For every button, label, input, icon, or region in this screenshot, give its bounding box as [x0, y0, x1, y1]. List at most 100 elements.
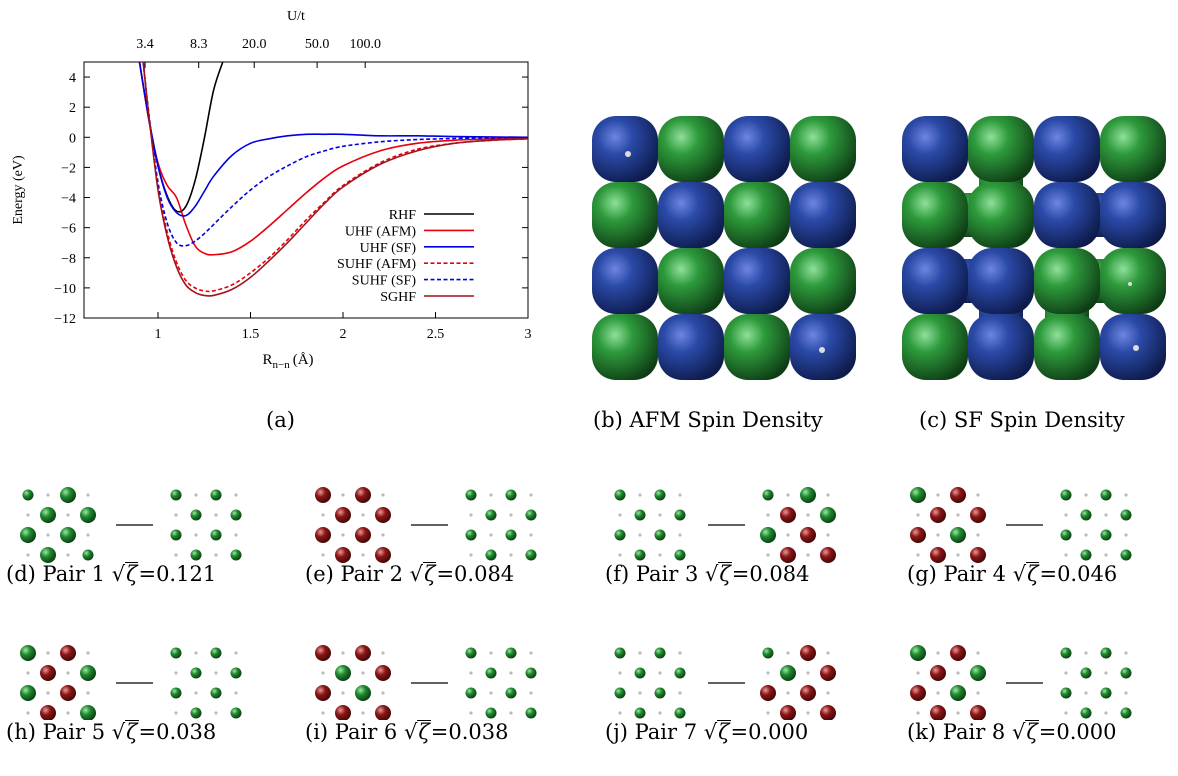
sf-spin-density	[902, 116, 1166, 380]
lattice-dot	[234, 691, 238, 695]
top-tick-label: 50.0	[305, 37, 330, 52]
orbital-lobe-positive	[950, 527, 966, 543]
zeta-symbol: ζ	[417, 720, 431, 744]
legend-label: RHF	[389, 208, 416, 223]
orbital-lobe-positive	[485, 667, 497, 679]
zeta-symbol: ζ	[1026, 562, 1040, 586]
lattice-dot	[469, 671, 473, 675]
orbital-lobe-negative	[820, 665, 836, 681]
caption-pair-4: (g) Pair 4 √ζ=0.046	[907, 562, 1117, 586]
spin-down-blob	[658, 248, 724, 314]
atom-marker	[1133, 345, 1139, 351]
orbital-lobe-negative	[950, 487, 966, 503]
orbital-lobe-positive	[1100, 647, 1112, 659]
sqrt-symbol: √	[403, 720, 418, 744]
atom-marker	[1128, 282, 1132, 286]
orbital-lobe-negative	[760, 685, 776, 701]
lattice-dot	[321, 671, 325, 675]
zeta-symbol: ζ	[717, 720, 731, 744]
lattice-dot	[214, 553, 218, 557]
orbital-lobe-positive	[634, 549, 646, 561]
orbital-lobe-positive	[465, 489, 477, 501]
caption-pair-1: (d) Pair 1 √ζ=0.121	[6, 562, 216, 586]
legend-label: SUHF (AFM)	[337, 257, 416, 272]
lattice-dot	[509, 671, 513, 675]
lattice-dot	[46, 691, 50, 695]
lattice-dot	[638, 691, 642, 695]
orbital-lobe-positive	[674, 509, 686, 521]
spin-down-blob	[658, 116, 724, 182]
orbital-lobe-positive	[1120, 667, 1132, 679]
orbital-lobe-positive	[190, 509, 202, 521]
lattice-dot	[1084, 691, 1088, 695]
top-tick-label: 3.4	[136, 37, 154, 52]
caption-pair-label: (e) Pair 2	[305, 562, 410, 586]
lattice-dot	[341, 493, 345, 497]
orbital-lobe-negative	[820, 547, 836, 563]
orbital-lobe-positive	[910, 487, 926, 503]
lattice-dot	[916, 711, 920, 715]
orbital-lobe-positive	[20, 645, 36, 661]
lattice-dot	[936, 493, 940, 497]
sqrt-symbol: √	[705, 562, 719, 586]
caption-pair-2: (e) Pair 2 √ζ=0.084	[305, 562, 514, 586]
spin-up-blob	[790, 314, 856, 380]
spin-down-blob	[790, 248, 856, 314]
lattice-dot	[509, 553, 513, 557]
sqrt-symbol: √	[703, 720, 718, 744]
legend-label: SUHF (SF)	[352, 274, 417, 289]
x-tick-label: 2	[340, 327, 347, 342]
lattice-dot	[381, 533, 385, 537]
lattice-dot	[489, 493, 493, 497]
caption-pair-7: (j) Pair 7 √ζ=0.000	[605, 720, 808, 744]
orbital-lobe-positive	[82, 549, 94, 561]
lattice-dot	[826, 651, 830, 655]
lattice-dot	[956, 553, 960, 557]
lattice-dot	[786, 651, 790, 655]
zeta-symbol: ζ	[125, 720, 139, 744]
orbital-lobe-positive	[614, 687, 626, 699]
lattice-dot	[766, 553, 770, 557]
top-tick-label: 8.3	[190, 37, 208, 52]
spin-up-blob	[790, 182, 856, 248]
legend-label: SGHF	[380, 290, 416, 305]
lattice-dot	[826, 533, 830, 537]
lattice-dot	[86, 533, 90, 537]
orbital-lobe-positive	[654, 489, 666, 501]
orbital-lobe-negative	[60, 685, 76, 701]
lattice-dot	[194, 493, 198, 497]
lattice-dot	[766, 711, 770, 715]
lattice-dot	[469, 513, 473, 517]
caption-pair-label: (f) Pair 3	[605, 562, 706, 586]
caption-b: (b) AFM Spin Density	[593, 408, 823, 432]
caption-a: (a)	[266, 408, 295, 432]
caption-pair-value: =0.046	[1039, 562, 1118, 586]
orbital-lobe-positive	[485, 549, 497, 561]
lattice-dot	[936, 691, 940, 695]
series-line-uhf-afm	[138, 62, 528, 256]
lattice-dot	[381, 691, 385, 695]
lattice-dot	[658, 513, 662, 517]
x-tick-label: 1	[155, 327, 162, 342]
zeta-symbol: ζ	[125, 562, 139, 586]
orbital-lobe-positive	[355, 685, 371, 701]
lattice-dot	[174, 671, 178, 675]
orbital-lobe-positive	[654, 647, 666, 659]
lattice-dot	[916, 513, 920, 517]
x-axis-label: Rn−n (Å)	[262, 352, 313, 371]
caption-pair-value: =0.038	[138, 720, 217, 744]
spin-down-blob	[1100, 116, 1166, 182]
atom-marker	[819, 347, 825, 353]
caption-pair-value: =0.121	[138, 562, 217, 586]
lattice-dot	[26, 671, 30, 675]
lattice-dot	[678, 493, 682, 497]
orbital-lobe-positive	[335, 665, 351, 681]
lattice-dot	[489, 533, 493, 537]
lattice-dot	[936, 533, 940, 537]
lattice-dot	[361, 513, 365, 517]
orbital-lobe-positive	[1100, 687, 1112, 699]
lattice-dot	[529, 533, 533, 537]
orbital-lobe-negative	[950, 645, 966, 661]
caption-pair-label: (j) Pair 7	[605, 720, 704, 744]
y-tick-label: −12	[54, 312, 76, 327]
